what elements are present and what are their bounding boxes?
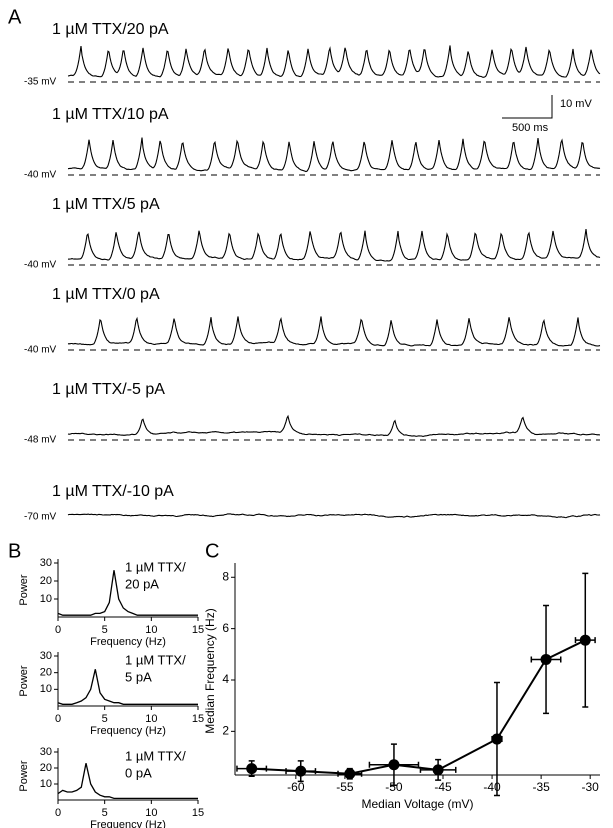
x-tick-label: -50 — [385, 780, 403, 794]
x-tick-label: 5 — [102, 713, 108, 725]
x-tick-label: -35 — [532, 780, 550, 794]
y-tick-label: 30 — [40, 746, 52, 758]
spectrum-annotation: 20 pA — [125, 576, 159, 591]
trace-label: 1 µM TTX/-5 pA — [52, 381, 165, 398]
x-tick-label: 0 — [55, 713, 61, 725]
x-tick-label: 0 — [55, 624, 61, 636]
x-tick-label: -40 — [483, 780, 501, 794]
x-tick-label: -45 — [434, 780, 452, 794]
scale-time: 500 ms — [512, 122, 549, 134]
trace-label: 1 µM TTX/10 pA — [52, 106, 169, 123]
x-tick-label: 10 — [145, 807, 157, 819]
baseline-label: -35 mV — [24, 77, 57, 88]
y-tick-label: 10 — [40, 683, 52, 695]
voltage-trace — [67, 316, 601, 347]
baseline-label: -48 mV — [24, 435, 57, 446]
data-point — [432, 764, 444, 776]
y-tick-label: 30 — [40, 650, 52, 662]
spectrum-annotation: 1 µM TTX/ — [125, 559, 186, 574]
voltage-trace — [67, 137, 601, 173]
y-axis-label: Median Frequency (Hz) — [203, 608, 217, 733]
baseline-label: -40 mV — [24, 260, 57, 271]
trace-label: 1 µM TTX/0 pA — [52, 286, 160, 303]
trace-label: 1 µM TTX/-10 pA — [52, 483, 174, 500]
x-tick-label: -55 — [336, 780, 354, 794]
panel-label: B — [8, 540, 21, 562]
x-tick-label: 15 — [192, 713, 204, 725]
x-tick-label: -30 — [582, 780, 600, 794]
x-tick-label: 10 — [145, 713, 157, 725]
spectrum-annotation: 1 µM TTX/ — [125, 748, 186, 763]
x-tick-label: 15 — [192, 807, 204, 819]
data-point — [579, 634, 591, 646]
x-tick-label: -60 — [287, 780, 305, 794]
x-axis-label: Frequency (Hz) — [90, 725, 166, 737]
x-axis-label: Frequency (Hz) — [90, 819, 166, 828]
baseline-label: -40 mV — [24, 345, 57, 356]
panel-label: C — [205, 540, 219, 562]
data-point — [540, 653, 552, 665]
series-line — [251, 639, 586, 775]
spectrum-annotation: 0 pA — [125, 765, 152, 780]
scale-voltage: 10 mV — [560, 98, 592, 110]
x-tick-label: 5 — [102, 624, 108, 636]
y-tick-label: 8 — [222, 569, 229, 583]
x-tick-label: 0 — [55, 807, 61, 819]
y-axis-label: Power — [18, 665, 30, 697]
y-tick-label: 20 — [40, 667, 52, 679]
power-spectrum — [57, 763, 198, 800]
voltage-trace — [67, 414, 601, 437]
x-tick-label: 10 — [145, 624, 157, 636]
spectrum-annotation: 1 µM TTX/ — [125, 652, 186, 667]
y-tick-label: 6 — [222, 621, 229, 635]
y-tick-label: 20 — [40, 762, 52, 774]
trace-label: 1 µM TTX/5 pA — [52, 196, 160, 213]
scale-bar: 10 mV 500 ms — [502, 95, 592, 134]
y-tick-label: 2 — [222, 724, 229, 738]
scale-bar-lines — [502, 95, 553, 119]
y-tick-label: 10 — [40, 778, 52, 790]
data-point — [388, 759, 400, 771]
x-axis-label: Median Voltage (mV) — [361, 797, 473, 811]
data-point — [295, 765, 307, 777]
y-tick-label: 30 — [40, 557, 52, 569]
data-point — [246, 763, 258, 775]
y-tick-label: 20 — [40, 575, 52, 587]
y-axis-label: Power — [18, 760, 30, 792]
power-spectrum — [57, 570, 198, 616]
x-tick-label: 15 — [192, 624, 204, 636]
voltage-trace — [67, 513, 601, 519]
y-tick-label: 10 — [40, 593, 52, 605]
voltage-trace — [67, 45, 601, 78]
data-point — [344, 768, 356, 780]
baseline-label: -70 mV — [24, 512, 57, 523]
x-tick-label: 5 — [102, 807, 108, 819]
y-axis-label: Power — [18, 574, 30, 606]
y-tick-label: 4 — [222, 672, 229, 686]
spectrum-annotation: 5 pA — [125, 669, 152, 684]
data-point — [491, 733, 503, 745]
power-spectrum — [57, 669, 198, 705]
x-axis-label: Frequency (Hz) — [90, 636, 166, 648]
panel-label: A — [8, 6, 22, 28]
baseline-label: -40 mV — [24, 170, 57, 181]
voltage-trace — [67, 229, 601, 262]
trace-label: 1 µM TTX/20 pA — [52, 21, 169, 38]
